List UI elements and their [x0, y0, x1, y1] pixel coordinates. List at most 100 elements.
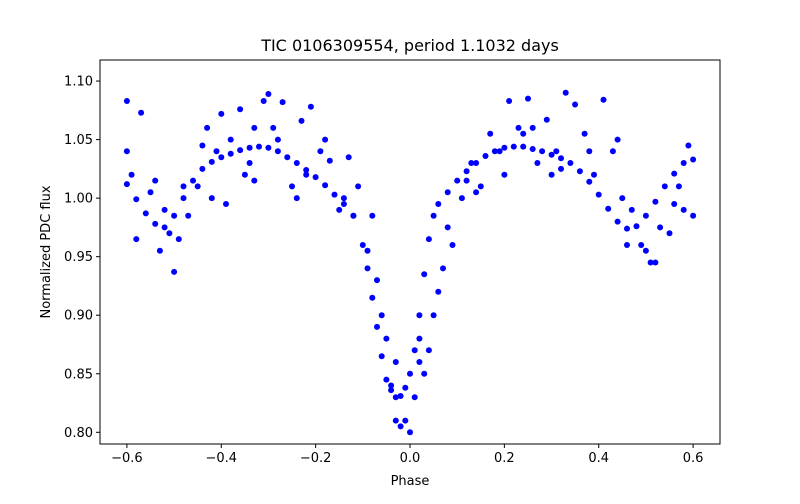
data-point [293, 195, 300, 202]
data-point [147, 189, 154, 196]
data-point [152, 220, 159, 227]
data-point [661, 183, 668, 190]
data-point [388, 387, 395, 394]
data-point [572, 101, 579, 108]
data-point [378, 353, 385, 360]
data-point [388, 382, 395, 389]
data-point [553, 148, 560, 155]
data-point [256, 143, 262, 150]
data-point [392, 359, 399, 365]
data-point [435, 288, 442, 295]
data-point [680, 160, 687, 166]
data-point [558, 165, 564, 172]
data-point [303, 167, 310, 173]
data-point [133, 196, 140, 203]
data-point [128, 171, 135, 178]
data-point [473, 189, 480, 196]
data-point [411, 347, 418, 354]
data-point [468, 160, 475, 166]
data-point [383, 335, 390, 342]
data-point [525, 95, 531, 102]
data-point [369, 294, 376, 301]
data-point [430, 212, 437, 219]
data-point [161, 224, 168, 231]
y-axis: 0.80 0.85 0.90 0.95 1.00 1.05 1.10 [64, 75, 100, 441]
data-point [520, 143, 527, 150]
data-point [458, 195, 465, 202]
data-point [425, 347, 432, 354]
x-tick-label: −0.2 [300, 451, 332, 466]
y-tick-label: 1.05 [64, 133, 93, 148]
x-tick-label: 0.2 [494, 451, 515, 466]
data-point [633, 223, 640, 230]
data-point [416, 335, 423, 342]
x-axis: −0.6 −0.4 −0.2 0.0 0.2 0.4 0.6 [111, 444, 703, 466]
data-point [685, 142, 692, 149]
data-point [624, 225, 630, 232]
data-point [133, 236, 140, 243]
data-point [392, 394, 399, 401]
data-point [463, 168, 470, 175]
x-tick-label: 0.0 [400, 451, 421, 466]
data-point [444, 189, 451, 196]
data-point [449, 242, 456, 248]
data-point [364, 265, 371, 272]
data-point [482, 153, 489, 159]
chart-title: TIC 0106309554, period 1.1032 days [260, 36, 559, 55]
data-point [180, 183, 187, 190]
data-point [407, 429, 413, 436]
x-axis-label: Phase [391, 474, 430, 489]
data-point [402, 417, 409, 424]
data-point [204, 124, 211, 131]
data-point [595, 191, 602, 198]
data-point [194, 183, 201, 190]
data-point [123, 181, 130, 188]
data-point [246, 144, 253, 151]
data-point [614, 136, 621, 143]
data-point [586, 148, 593, 155]
data-point [576, 168, 583, 175]
data-point [171, 268, 178, 275]
data-point [421, 271, 428, 278]
data-point [270, 124, 277, 131]
data-point [355, 183, 362, 190]
data-point [628, 206, 635, 213]
data-point [138, 109, 145, 116]
data-point [392, 417, 399, 424]
data-point [251, 177, 258, 184]
data-point [383, 376, 390, 383]
data-point [487, 130, 494, 137]
data-point [642, 247, 649, 254]
data-point [156, 247, 163, 254]
data-point [397, 393, 404, 399]
data-point [600, 96, 607, 103]
data-point [430, 312, 437, 319]
data-point [303, 171, 310, 178]
data-point [279, 99, 286, 106]
data-point [152, 177, 159, 184]
data-point [675, 183, 682, 190]
y-axis-label: Normalized PDC flux [39, 185, 54, 318]
data-point [652, 198, 659, 205]
data-point [241, 171, 248, 178]
data-point [421, 370, 428, 377]
data-point [567, 160, 574, 166]
data-point [690, 212, 697, 219]
data-point [307, 103, 314, 110]
data-point [638, 242, 645, 248]
data-point [680, 206, 687, 213]
data-point [284, 154, 291, 161]
data-point [510, 143, 517, 150]
data-point [265, 91, 272, 97]
data-point [340, 201, 347, 207]
data-point [425, 236, 432, 243]
data-point [619, 195, 626, 202]
data-point [345, 154, 352, 161]
data-point [171, 212, 178, 219]
data-point [529, 124, 536, 131]
data-point [529, 146, 536, 152]
data-point [251, 124, 258, 131]
data-point [237, 106, 244, 113]
data-point [534, 160, 541, 166]
